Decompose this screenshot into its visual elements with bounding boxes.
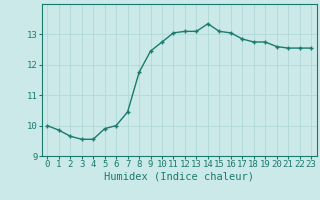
X-axis label: Humidex (Indice chaleur): Humidex (Indice chaleur) xyxy=(104,172,254,182)
